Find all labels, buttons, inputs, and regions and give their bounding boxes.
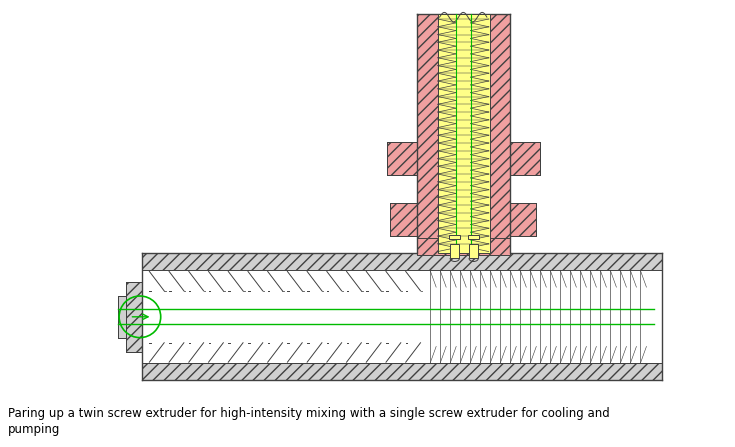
Bar <box>509 203 536 236</box>
Text: pumping: pumping <box>7 423 60 436</box>
Bar <box>390 203 417 236</box>
Bar <box>468 235 479 239</box>
Bar <box>126 282 142 352</box>
Bar <box>142 253 662 270</box>
Bar <box>144 270 660 363</box>
Bar <box>489 14 509 253</box>
Bar <box>450 244 459 258</box>
Bar <box>417 14 438 253</box>
Bar <box>438 14 490 253</box>
Bar <box>449 235 460 239</box>
Bar <box>387 142 417 175</box>
Bar <box>509 142 539 175</box>
Bar <box>118 296 126 337</box>
Bar <box>142 363 662 380</box>
Bar <box>417 238 509 255</box>
Text: Paring up a twin screw extruder for high-intensity mixing with a single screw ex: Paring up a twin screw extruder for high… <box>7 407 609 420</box>
Bar <box>469 244 478 258</box>
